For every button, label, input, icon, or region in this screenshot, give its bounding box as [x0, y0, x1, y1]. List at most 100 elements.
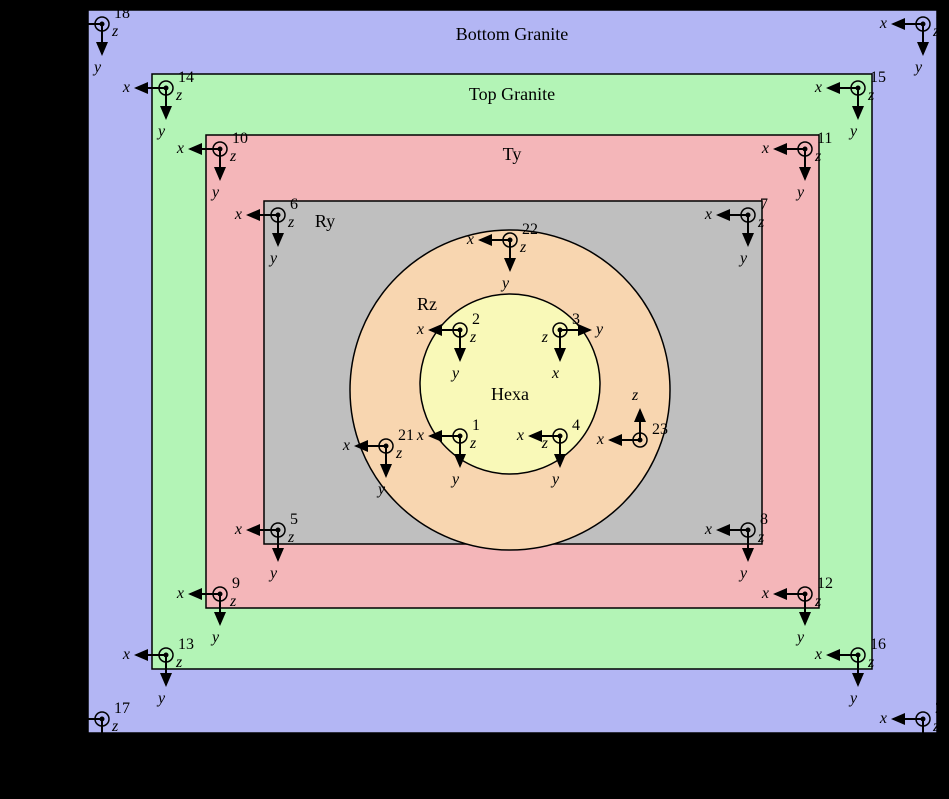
frame-16-number: 16 — [870, 636, 886, 653]
frame-22-x-label: x — [466, 231, 474, 248]
frame-8-number: 8 — [760, 511, 768, 528]
frame-12-x-label: x — [761, 585, 769, 602]
frame-14-z-label: z — [175, 87, 183, 104]
frame-16-z-label: z — [867, 654, 875, 671]
frame-6-x-label: x — [234, 206, 242, 223]
frame-22-number: 22 — [522, 221, 538, 238]
frame-8-x-label: x — [704, 521, 712, 538]
frame-11-x-label: x — [761, 140, 769, 157]
frame-17-x-label: x — [58, 710, 66, 727]
frame-1-z-label: z — [469, 435, 477, 452]
frame-3-origin-dot — [558, 328, 563, 333]
frame-15-z-label: z — [867, 87, 875, 104]
frame-9-y-label: y — [210, 629, 220, 646]
frame-4-z-label: z — [541, 435, 549, 452]
frame-10-origin-dot — [218, 147, 223, 152]
frame-4-number: 4 — [572, 417, 580, 434]
frame-11-z-label: z — [814, 148, 822, 165]
frame-20-number: 20 — [935, 700, 949, 717]
frame-7-z-label: z — [757, 214, 765, 231]
frame-12-y-label: y — [795, 629, 805, 646]
frame-4-y-label: y — [550, 471, 560, 488]
frame-21-number: 21 — [398, 427, 414, 444]
frame-2-z-label: z — [469, 329, 477, 346]
frame-15-y-label: y — [848, 123, 858, 140]
frame-19-x-label: x — [879, 15, 887, 32]
frame-10-number: 10 — [232, 130, 248, 147]
frame-14-origin-dot — [164, 86, 169, 91]
bottom-granite-label: Bottom Granite — [456, 24, 568, 44]
frame-11-origin-dot — [803, 147, 808, 152]
frame-4-x-label: x — [516, 427, 524, 444]
frame-18-x-label: x — [58, 15, 66, 32]
frame-9-x-label: x — [176, 585, 184, 602]
frame-7-x-label: x — [704, 206, 712, 223]
frame-13-number: 13 — [178, 636, 194, 653]
frame-7-origin-dot — [746, 213, 751, 218]
frame-4-origin-dot — [558, 434, 563, 439]
frame-20-x-label: x — [879, 710, 887, 727]
frame-1-number: 1 — [472, 417, 480, 434]
frame-6-number: 6 — [290, 196, 298, 213]
frame-20-origin-dot — [921, 717, 926, 722]
frame-8-z-label: z — [757, 529, 765, 546]
frame-16-x-label: x — [814, 646, 822, 663]
frame-6-z-label: z — [287, 214, 295, 231]
frame-9-z-label: z — [229, 593, 237, 610]
frame-12-z-label: z — [814, 593, 822, 610]
frame-9-origin-dot — [218, 592, 223, 597]
frame-12-number: 12 — [817, 575, 833, 592]
frame-14-x-label: x — [122, 79, 130, 96]
frame-10-x-label: x — [176, 140, 184, 157]
frame-3-y-label: x — [551, 365, 559, 382]
frame-21-z-label: z — [395, 445, 403, 462]
frame-2-number: 2 — [472, 311, 480, 328]
frame-21-origin-dot — [384, 444, 389, 449]
frame-17-origin-dot — [100, 717, 105, 722]
frame-2-origin-dot — [458, 328, 463, 333]
ty-region-label: Ty — [503, 144, 522, 164]
frame-1-origin-dot — [458, 434, 463, 439]
frame-13-origin-dot — [164, 653, 169, 658]
frame-19-origin-dot — [921, 22, 926, 27]
frame-19-z-label: z — [932, 23, 940, 40]
frame-10-z-label: z — [229, 148, 237, 165]
frame-6-origin-dot — [276, 213, 281, 218]
frame-18-z-label: z — [111, 23, 119, 40]
frame-13-z-label: z — [175, 654, 183, 671]
frame-10-y-label: y — [210, 184, 220, 201]
frame-15-number: 15 — [870, 69, 886, 86]
frame-16-y-label: y — [848, 690, 858, 707]
frame-17-y-label: y — [92, 754, 102, 771]
frame-12-origin-dot — [803, 592, 808, 597]
frame-5-x-label: x — [234, 521, 242, 538]
frame-21-y-label: y — [376, 481, 386, 498]
frame-5-number: 5 — [290, 511, 298, 528]
frame-6-y-label: y — [268, 250, 278, 267]
frame-22-origin-dot — [508, 238, 513, 243]
frame-23-number: 23 — [652, 421, 668, 438]
frame-3-x-label: y — [594, 321, 604, 338]
frame-8-origin-dot — [746, 528, 751, 533]
frame-21-x-label: x — [342, 437, 350, 454]
frame-17-number: 17 — [114, 700, 130, 717]
frame-20-z-label: z — [932, 718, 940, 735]
frame-1-x-label: x — [416, 427, 424, 444]
frame-3-z-label: z — [541, 329, 549, 346]
ry-region-label: Ry — [315, 211, 335, 231]
frame-23-origin-dot — [638, 438, 643, 443]
frame-14-y-label: y — [156, 123, 166, 140]
frame-13-x-label: x — [122, 646, 130, 663]
frame-1-y-label: y — [450, 471, 460, 488]
frame-7-number: 7 — [760, 196, 768, 213]
top-granite-label: Top Granite — [469, 84, 555, 104]
frame-23-y-label: z — [631, 387, 639, 404]
frame-2-x-label: x — [416, 321, 424, 338]
frame-18-y-label: y — [92, 59, 102, 76]
hexa-region-label: Hexa — [491, 384, 529, 404]
frame-13-y-label: y — [156, 690, 166, 707]
frame-22-y-label: y — [500, 275, 510, 292]
frame-11-number: 11 — [817, 130, 832, 147]
frame-20-y-label: y — [913, 754, 923, 771]
frame-5-y-label: y — [268, 565, 278, 582]
